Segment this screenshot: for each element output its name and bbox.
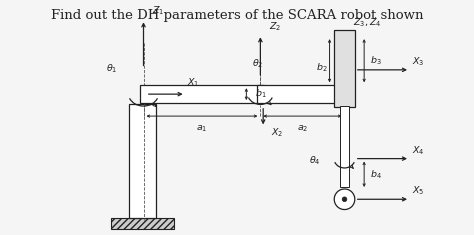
Bar bbox=[111, 218, 174, 229]
Text: $\theta_4$: $\theta_4$ bbox=[309, 154, 320, 167]
Text: $Z_2$: $Z_2$ bbox=[269, 21, 281, 33]
Text: $b_1$: $b_1$ bbox=[255, 88, 266, 100]
Circle shape bbox=[342, 197, 347, 202]
Text: $b_3$: $b_3$ bbox=[370, 55, 382, 67]
Text: $X_4$: $X_4$ bbox=[412, 144, 425, 157]
Text: $\theta_1$: $\theta_1$ bbox=[107, 62, 118, 75]
Text: $X_2$: $X_2$ bbox=[271, 126, 283, 139]
Bar bbox=[256, 85, 348, 103]
Text: $a_1$: $a_1$ bbox=[196, 124, 208, 134]
Text: $b_4$: $b_4$ bbox=[370, 168, 382, 181]
Bar bbox=[140, 85, 264, 103]
Bar bbox=[340, 106, 349, 187]
Text: $X_3$: $X_3$ bbox=[412, 55, 425, 68]
Text: Find out the DH parameters of the SCARA robot shown: Find out the DH parameters of the SCARA … bbox=[51, 9, 423, 22]
Text: $b_2$: $b_2$ bbox=[316, 61, 327, 74]
Text: $\theta_2$: $\theta_2$ bbox=[252, 57, 264, 70]
Bar bbox=[334, 30, 355, 107]
Text: $X_1$: $X_1$ bbox=[186, 76, 199, 89]
Text: $Z_3, Z_4$: $Z_3, Z_4$ bbox=[353, 16, 381, 29]
Text: $X_5$: $X_5$ bbox=[412, 185, 425, 197]
Bar bbox=[128, 104, 155, 218]
Text: $a_2$: $a_2$ bbox=[297, 124, 308, 134]
Text: $Z_1$: $Z_1$ bbox=[152, 4, 164, 17]
Circle shape bbox=[334, 189, 355, 210]
